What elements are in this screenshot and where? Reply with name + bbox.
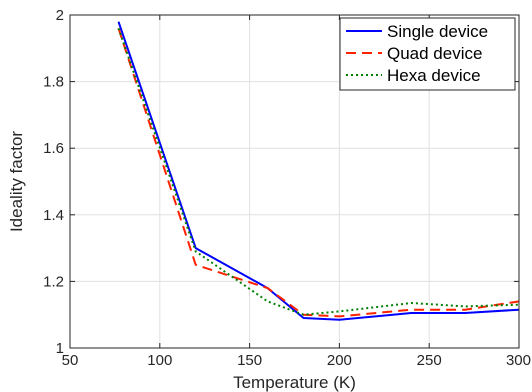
x-tick-label: 50: [62, 352, 79, 369]
x-tick-label: 250: [417, 352, 442, 369]
x-tick-label: 100: [147, 352, 172, 369]
y-tick-label: 1.6: [43, 140, 64, 157]
series-lines: [117, 21, 520, 321]
y-tick-label: 1: [56, 340, 64, 357]
x-axis-label: Temperature (K): [233, 373, 356, 392]
y-tick-label: 2: [56, 7, 64, 24]
legend: Single device Quad device Hexa device: [339, 17, 516, 91]
legend-label-hexa-device: Hexa device: [387, 66, 481, 85]
y-tick-label: 1.8: [43, 74, 64, 91]
series-line-quad-device: [117, 27, 520, 318]
ticks: 50 100 150 200 250 300 1 1.2 1.4 1.6 1.8 2: [43, 7, 531, 369]
x-tick-label: 150: [237, 352, 262, 369]
y-tick-label: 1.4: [43, 207, 64, 224]
legend-label-single-device: Single device: [387, 22, 488, 41]
y-axis-label: Ideality factor: [7, 131, 26, 232]
series-line-hexa-device: [117, 27, 520, 316]
x-tick-label: 300: [506, 352, 531, 369]
legend-label-quad-device: Quad device: [387, 44, 482, 63]
plot-frame: [69, 14, 520, 349]
y-tick-label: 1.2: [43, 273, 64, 290]
series-line-single-device: [117, 21, 520, 321]
x-tick-label: 200: [327, 352, 352, 369]
